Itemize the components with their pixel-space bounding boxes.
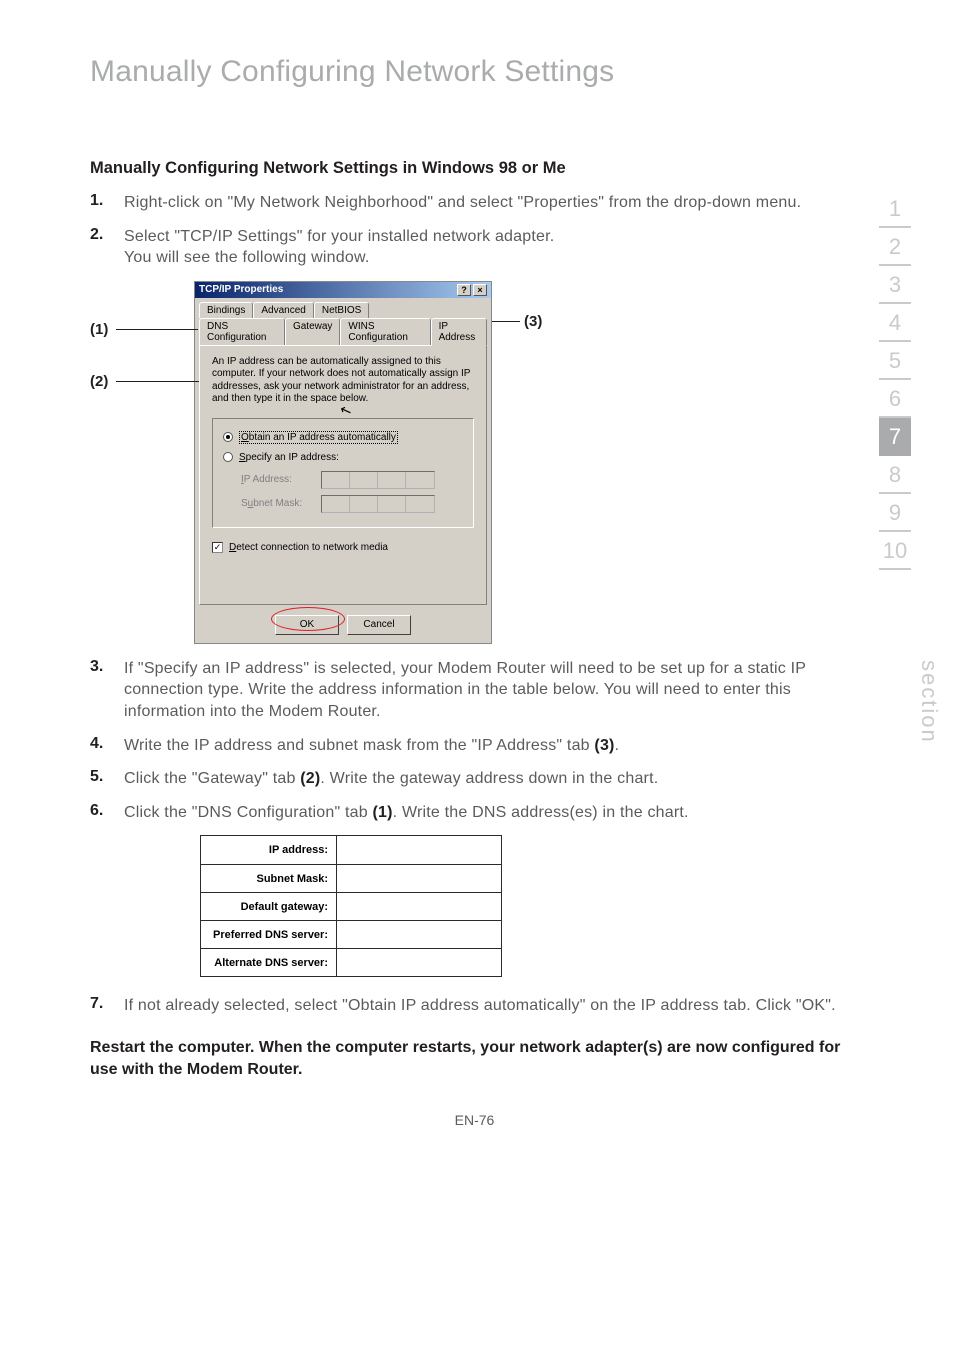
step-body: Select "TCP/IP Settings" for your instal… — [124, 226, 859, 269]
restart-note: Restart the computer. When the computer … — [90, 1037, 859, 1082]
step-body: Click the "Gateway" tab (2). Write the g… — [124, 768, 859, 790]
step-number: 4. — [90, 735, 124, 753]
ip-address-row: IP Address: — [241, 471, 463, 489]
tab-netbios[interactable]: NetBIOS — [314, 302, 369, 318]
tcpip-dialog: TCP/IP Properties ? × Bindings Advanced … — [194, 281, 492, 644]
detect-checkbox-row[interactable]: ✓ Detect connection to network media — [212, 542, 474, 553]
field-value — [337, 836, 501, 864]
field-value — [337, 865, 501, 892]
dialog-title: TCP/IP Properties — [199, 284, 283, 295]
callout-line — [116, 329, 198, 331]
callout-3: (3) — [524, 313, 542, 330]
step-body: Right-click on "My Network Neighborhood"… — [124, 192, 859, 214]
step-text: Select "TCP/IP Settings" for your instal… — [124, 228, 554, 245]
radio-obtain-auto[interactable]: Obtain an IP address automatically — [223, 431, 463, 444]
field-label: Preferred DNS server: — [201, 921, 337, 948]
step-text: Write the IP address and subnet mask fro… — [124, 737, 594, 754]
step-body: If not already selected, select "Obtain … — [124, 995, 859, 1017]
radio-label: pecify an IP address: — [246, 452, 339, 463]
network-fields-table: IP address: Subnet Mask: Default gateway… — [200, 835, 502, 977]
step-body: Write the IP address and subnet mask fro… — [124, 735, 859, 757]
step-ref: (1) — [373, 804, 393, 821]
cancel-button[interactable]: Cancel — [347, 615, 411, 635]
callout-1: (1) — [90, 321, 108, 338]
step-number: 3. — [90, 658, 124, 676]
step-text: . Write the gateway address down in the … — [320, 770, 658, 787]
field-value — [337, 921, 501, 948]
page-heading: Manually Configuring Network Settings in… — [90, 159, 859, 178]
field-label: Subnet Mask: — [201, 865, 337, 892]
step-text: . — [615, 737, 620, 754]
step-text: . Write the DNS address(es) in the chart… — [393, 804, 689, 821]
callout-line — [492, 321, 520, 323]
ok-button[interactable]: OK — [275, 615, 339, 635]
checkbox-icon: ✓ — [212, 542, 223, 553]
step-number: 7. — [90, 995, 124, 1013]
step-ref: (3) — [594, 737, 614, 754]
field-label: Alternate DNS server: — [201, 949, 337, 976]
steps-list-final: 7. If not already selected, select "Obta… — [90, 995, 859, 1017]
dialog-tab-body: An IP address can be automatically assig… — [199, 345, 487, 605]
side-tab[interactable]: 3 — [879, 266, 911, 304]
side-tab[interactable]: 5 — [879, 342, 911, 380]
step-text: You will see the following window. — [124, 249, 369, 266]
step-number: 2. — [90, 226, 124, 244]
steps-list: 1. Right-click on "My Network Neighborho… — [90, 192, 859, 269]
step-ref: (2) — [300, 770, 320, 787]
callout-2: (2) — [90, 373, 108, 390]
ip-address-label: IP Address: — [241, 474, 311, 485]
side-tab[interactable]: 4 — [879, 304, 911, 342]
side-tab[interactable]: 8 — [879, 456, 911, 494]
step-body: Click the "DNS Configuration" tab (1). W… — [124, 802, 859, 824]
help-button[interactable]: ? — [457, 284, 471, 296]
radio-icon — [223, 452, 233, 462]
field-label: Default gateway: — [201, 893, 337, 920]
step-text: Click the "DNS Configuration" tab — [124, 804, 373, 821]
side-section-nav: 1 2 3 4 5 6 7 8 9 10 — [876, 190, 914, 570]
dialog-tabs: Bindings Advanced NetBIOS DNS Configurat… — [195, 298, 491, 345]
tcpip-dialog-wrap: (1) (2) (3) TCP/IP Properties ? × Bindin… — [194, 281, 644, 644]
tab-ipaddress[interactable]: IP Address — [431, 318, 487, 346]
side-tab[interactable]: 2 — [879, 228, 911, 266]
subnet-row: Subnet Mask: — [241, 495, 463, 513]
side-tab[interactable]: 10 — [879, 532, 911, 570]
field-value — [337, 893, 501, 920]
radio-specify[interactable]: Specify an IP address: — [223, 452, 463, 463]
tab-wins[interactable]: WINS Configuration — [340, 318, 430, 345]
section-title: Manually Configuring Network Settings — [90, 55, 859, 89]
tab-advanced[interactable]: Advanced — [253, 302, 313, 318]
subnet-label: Subnet Mask: — [241, 498, 311, 509]
side-tab[interactable]: 9 — [879, 494, 911, 532]
dialog-description: An IP address can be automatically assig… — [212, 356, 474, 406]
side-tab[interactable]: 1 — [879, 190, 911, 228]
ip-address-input[interactable] — [321, 471, 435, 489]
side-section-label: section — [916, 660, 942, 744]
dialog-buttons: OK Cancel — [195, 609, 491, 643]
step-number: 6. — [90, 802, 124, 820]
close-button[interactable]: × — [473, 284, 487, 296]
side-tab-active[interactable]: 7 — [879, 418, 911, 456]
tab-dns[interactable]: DNS Configuration — [199, 318, 285, 345]
radio-label: btain an IP address automatically — [249, 432, 396, 443]
radio-icon — [223, 432, 233, 442]
step-number: 5. — [90, 768, 124, 786]
field-value — [337, 949, 501, 976]
steps-list-continued: 3. If "Specify an IP address" is selecte… — [90, 658, 859, 824]
dialog-titlebar: TCP/IP Properties ? × — [195, 282, 491, 298]
subnet-input[interactable] — [321, 495, 435, 513]
field-label: IP address: — [201, 836, 337, 864]
step-body: If "Specify an IP address" is selected, … — [124, 658, 859, 723]
ip-radio-group: Obtain an IP address automatically Speci… — [212, 418, 474, 528]
side-tab[interactable]: 6 — [879, 380, 911, 418]
page-footer: EN-76 — [90, 1112, 859, 1128]
step-text: Click the "Gateway" tab — [124, 770, 300, 787]
callout-line — [116, 381, 202, 383]
tab-gateway[interactable]: Gateway — [285, 318, 340, 345]
tab-bindings[interactable]: Bindings — [199, 302, 253, 318]
checkbox-label: etect connection to network media — [236, 542, 388, 553]
step-number: 1. — [90, 192, 124, 210]
